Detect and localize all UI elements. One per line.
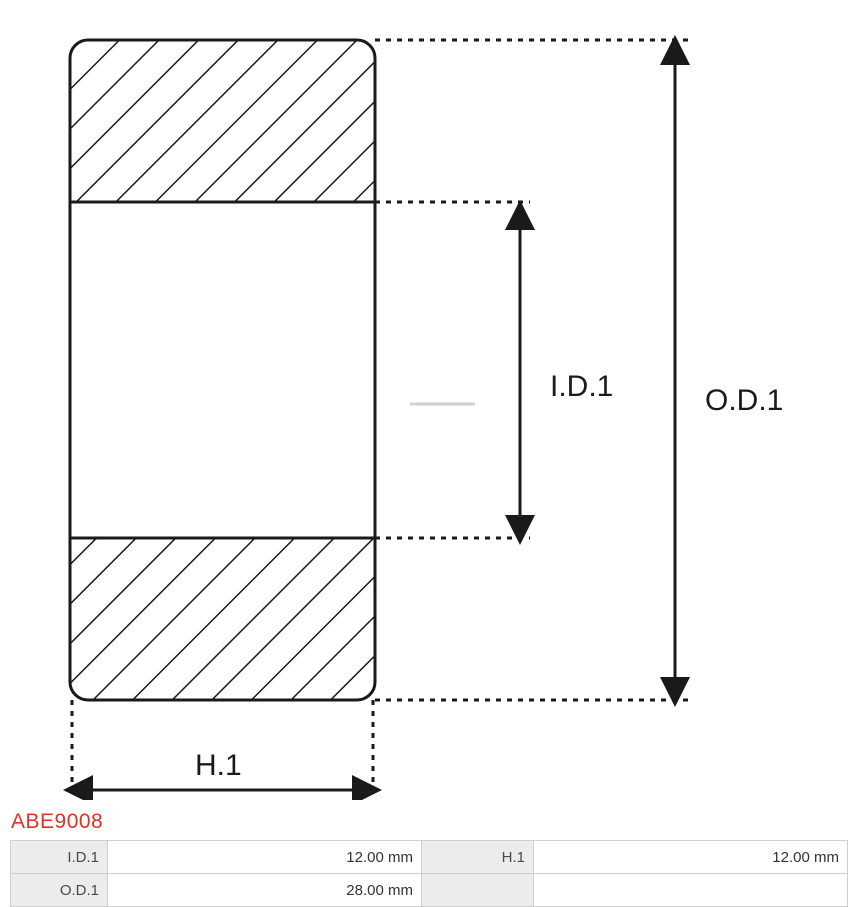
cell-label: I.D.1 [11, 841, 108, 874]
table-row: I.D.1 12.00 mm H.1 12.00 mm [11, 841, 848, 874]
label-id1: I.D.1 [550, 370, 613, 403]
hatch-top [70, 40, 375, 202]
dimensions-table: I.D.1 12.00 mm H.1 12.00 mm O.D.1 28.00 … [10, 840, 848, 907]
cell-label: H.1 [422, 841, 534, 874]
hatch-bottom [70, 538, 375, 700]
cell-value: 12.00 mm [108, 841, 422, 874]
part-code: ABE9008 [11, 810, 103, 834]
table-row: O.D.1 28.00 mm [11, 874, 848, 907]
label-od1: O.D.1 [705, 384, 783, 417]
cell-value: 12.00 mm [534, 841, 848, 874]
label-h1: H.1 [195, 749, 242, 782]
cell-label: O.D.1 [11, 874, 108, 907]
bearing-section-diagram: I.D.1 O.D.1 H.1 [0, 0, 848, 800]
cell-value: 28.00 mm [108, 874, 422, 907]
cell-value [534, 874, 848, 907]
cell-label [422, 874, 534, 907]
